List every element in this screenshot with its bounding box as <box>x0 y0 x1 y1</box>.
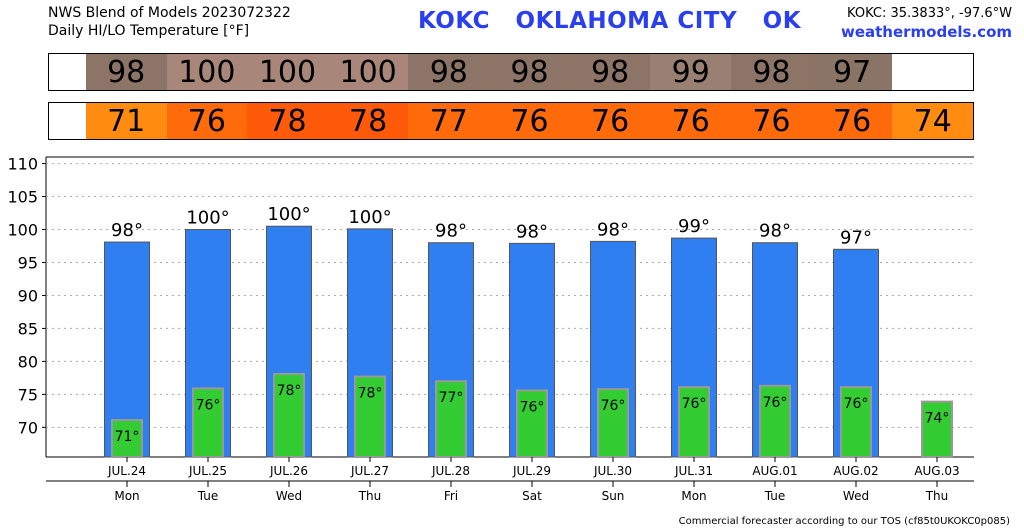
station-title: KOKC OKLAHOMA CITY OK <box>418 8 802 34</box>
low-temp-label: 78° <box>358 386 383 402</box>
low-temp-label: 76° <box>196 397 221 413</box>
y-tick-label: 90 <box>18 286 38 305</box>
high-temp-cell: 100 <box>247 54 328 90</box>
high-temp-label: 98° <box>597 219 629 240</box>
x-date-label: JUL.30 <box>593 464 632 478</box>
y-tick-label: 105 <box>7 188 38 207</box>
x-weekday-label: Thu <box>925 489 949 503</box>
x-weekday-label: Tue <box>197 489 219 503</box>
x-date-label: AUG.03 <box>914 464 959 478</box>
high-temp-cell <box>892 54 974 90</box>
y-tick-label: 80 <box>18 352 38 371</box>
x-date-label: JUL.29 <box>512 464 551 478</box>
high-temp-cell: 98 <box>731 54 812 90</box>
high-temp-label: 98° <box>516 221 548 242</box>
high-temp-strip: 98 100 100 100 98 98 98 99 98 97 <box>48 53 974 91</box>
site-link[interactable]: weathermodels.com <box>840 23 1012 41</box>
x-weekday-label: Sat <box>522 489 542 503</box>
y-tick-label: 75 <box>18 385 38 404</box>
low-temp-bar <box>111 419 143 459</box>
high-temp-label: 98° <box>111 220 143 241</box>
x-date-label: JUL.24 <box>107 464 146 478</box>
low-temp-cell: 76 <box>166 103 248 139</box>
y-tick-label: 95 <box>18 253 38 272</box>
high-temp-cell: 98 <box>489 54 570 90</box>
low-temp-cell: 76 <box>811 103 893 139</box>
high-temp-cell: 100 <box>327 54 409 90</box>
low-temp-cell: 76 <box>569 103 651 139</box>
high-temp-cell: 98 <box>85 54 167 90</box>
x-date-label: AUG.01 <box>752 464 797 478</box>
x-date-label: JUL.28 <box>431 464 470 478</box>
low-temp-label: 76° <box>682 396 707 412</box>
low-temp-cell: 74 <box>892 103 974 139</box>
y-tick-label: 70 <box>18 418 38 437</box>
high-temp-cell: 100 <box>166 54 248 90</box>
model-title: NWS Blend of Models 2023072322 <box>48 5 291 21</box>
high-temp-label: 100° <box>267 204 310 225</box>
x-date-label: JUL.25 <box>188 464 227 478</box>
high-temp-label: 99° <box>678 216 710 237</box>
low-temp-cell: 71 <box>85 103 167 139</box>
low-temp-label: 76° <box>844 396 869 412</box>
x-weekday-label: Sun <box>602 489 625 503</box>
low-temp-cell: 76 <box>731 103 812 139</box>
high-temp-cell: 99 <box>650 54 732 90</box>
low-temp-label: 76° <box>601 398 626 414</box>
y-tick-label: 100 <box>7 221 38 240</box>
footer-note: Commercial forecaster according to our T… <box>678 516 1010 527</box>
x-date-label: JUL.27 <box>350 464 389 478</box>
high-temp-cell: 98 <box>408 54 490 90</box>
high-temp-cell: 97 <box>811 54 893 90</box>
x-date-label: JUL.26 <box>269 464 308 478</box>
low-temp-label: 71° <box>115 429 140 445</box>
x-weekday-label: Mon <box>114 489 139 503</box>
high-temp-label: 100° <box>348 207 391 228</box>
x-weekday-label: Thu <box>358 489 382 503</box>
low-temp-cell: 76 <box>650 103 732 139</box>
low-temp-label: 78° <box>277 383 302 399</box>
high-temp-label: 98° <box>435 221 467 242</box>
strip-padding <box>49 54 86 90</box>
high-temp-label: 97° <box>840 227 872 248</box>
x-date-label: JUL.31 <box>674 464 713 478</box>
x-weekday-label: Wed <box>843 489 869 503</box>
low-temp-bar <box>192 387 224 458</box>
low-temp-strip: 71 76 78 78 77 76 76 76 76 76 74 <box>48 102 974 140</box>
x-date-label: AUG.02 <box>833 464 878 478</box>
x-weekday-label: Mon <box>681 489 706 503</box>
low-temp-label: 77° <box>439 390 464 406</box>
high-temp-label: 100° <box>186 208 229 229</box>
low-temp-label: 76° <box>763 395 788 411</box>
x-weekday-label: Tue <box>764 489 786 503</box>
high-temp-label: 98° <box>759 221 791 242</box>
temperature-bar-chart: 70 75 80 85 90 95 100 105 110 98° 71° JUL.24 Mon 100°… <box>7 155 974 503</box>
low-temp-label: 76° <box>520 399 545 415</box>
header-left: NWS Blend of Models 2023072322 Daily HI/… <box>48 4 291 40</box>
coordinates: KOKC: 35.3833°, -97.6°W <box>847 6 1012 21</box>
y-tick-label: 110 <box>7 155 38 174</box>
strip-padding <box>49 103 86 139</box>
low-temp-label: 74° <box>925 411 950 427</box>
low-temp-cell: 78 <box>247 103 328 139</box>
header-right: KOKC: 35.3833°, -97.6°W weathermodels.co… <box>841 4 1012 42</box>
variable-title: Daily HI/LO Temperature [°F] <box>48 23 250 39</box>
low-temp-cell: 76 <box>489 103 570 139</box>
low-temp-cell: 78 <box>327 103 409 139</box>
y-tick-label: 85 <box>18 319 38 338</box>
high-temp-cell: 98 <box>569 54 651 90</box>
x-weekday-label: Fri <box>444 489 458 503</box>
x-weekday-label: Wed <box>276 489 302 503</box>
low-temp-cell: 77 <box>408 103 490 139</box>
